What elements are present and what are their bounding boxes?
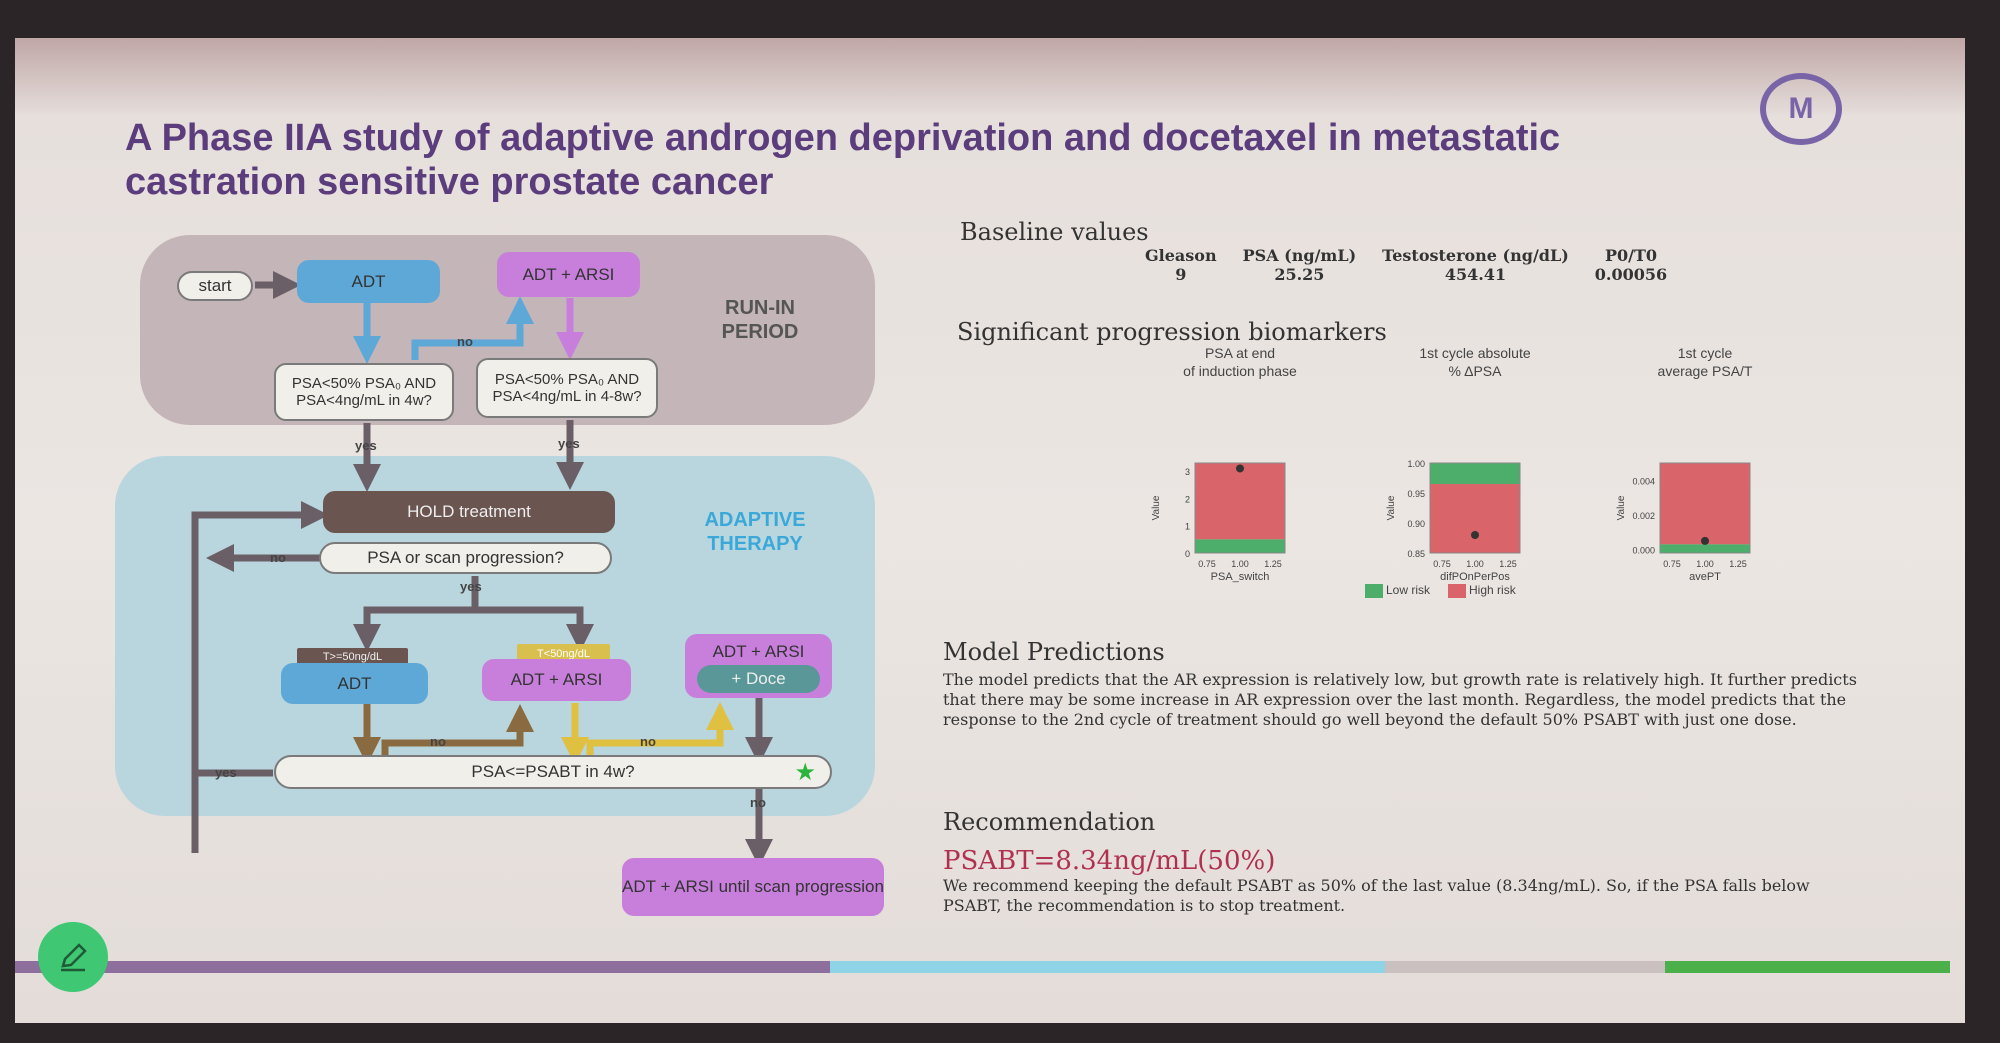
high-risk-region [1660, 463, 1750, 545]
x-tick-label: 1.25 [1499, 559, 1517, 569]
decision-4w: PSA<50% PSA₀ AND PSA<4ng/mL in 4w? [274, 363, 454, 421]
y-tick-label: 0.002 [1632, 511, 1655, 521]
x-tick-label: 1.00 [1696, 559, 1714, 569]
y-tick-label: 0.95 [1407, 489, 1425, 499]
yes-label: yes [215, 765, 237, 780]
predictions-text: The model predicts that the AR expressio… [943, 670, 1857, 729]
chart-title: 1st cycle absolute [1419, 348, 1530, 361]
star-icon: ★ [794, 758, 816, 786]
y-axis-label: Value [1386, 495, 1397, 520]
y-tick-label: 1 [1185, 522, 1190, 532]
chart-frame [1429, 462, 1521, 554]
data-point [1471, 531, 1479, 539]
footer-bar-gray [1385, 961, 1665, 973]
baseline-testosterone: Testosterone (ng/dL) 454.41 [1382, 246, 1569, 284]
footer-bar-green [1665, 961, 1950, 973]
chart-frame [1194, 462, 1286, 554]
y-tick-label: 0.000 [1632, 546, 1655, 556]
x-tick-label: 0.75 [1198, 559, 1216, 569]
logo: M [1760, 73, 1842, 145]
x-tick-label: 1.25 [1264, 559, 1282, 569]
decision-4-8w: PSA<50% PSA₀ AND PSA<4ng/mL in 4-8w? [476, 358, 658, 418]
final-treatment-node: ADT + ARSI until scan progression [622, 858, 884, 916]
slide: A Phase IIA study of adaptive androgen d… [15, 38, 1965, 1023]
x-tick-label: 1.00 [1466, 559, 1484, 569]
low-risk-region [1195, 539, 1285, 553]
low-risk-region [1660, 544, 1750, 553]
adt-node-2: ADT [281, 663, 428, 704]
recommendation-text: We recommend keeping the default PSABT a… [943, 876, 1810, 915]
y-tick-label: 0.004 [1632, 476, 1655, 486]
high-risk-region [1195, 463, 1285, 540]
legend-high-risk: High risk [1448, 583, 1516, 598]
baseline-gleason: Gleason 9 [1145, 246, 1217, 284]
chart-title: 1st cycle [1678, 348, 1733, 361]
slide-title: A Phase IIA study of adaptive androgen d… [125, 117, 1561, 203]
yes-label: yes [558, 436, 580, 451]
y-tick-label: 3 [1185, 467, 1190, 477]
edit-button[interactable] [38, 922, 108, 992]
baseline-heading: Baseline values [960, 218, 1149, 246]
start-node: start [177, 271, 253, 301]
hold-treatment-node: HOLD treatment [323, 491, 615, 533]
footer-bar-cyan [830, 961, 1385, 973]
y-axis-label: Value [1151, 495, 1162, 520]
chart-legend: Low risk High risk [1365, 583, 1516, 598]
chart-title: of induction phase [1183, 363, 1297, 379]
x-tick-label: 0.75 [1663, 559, 1681, 569]
adt-arsi-node-2: ADT + ARSI [482, 659, 631, 701]
no-label: no [270, 550, 286, 565]
footer-bar-purple [15, 961, 830, 973]
no-label: no [457, 334, 473, 349]
predictions-heading: Model Predictions [943, 638, 1165, 666]
x-axis-label: avePT [1689, 571, 1721, 583]
biomarkers-heading: Significant progression biomarkers [957, 318, 1387, 346]
progression-decision: PSA or scan progression? [319, 542, 612, 574]
chart-title: % ΔPSA [1449, 363, 1503, 379]
recommendation-value: PSABT=8.34ng/mL(50%) [943, 846, 1276, 876]
yes-label: yes [355, 438, 377, 453]
baseline-values: Gleason 9 PSA (ng/mL) 25.25 Testosterone (… [1145, 246, 1667, 284]
baseline-p0t0: P0/T0 0.00056 [1594, 246, 1668, 284]
psabt-decision: PSA<=PSABT in 4w? ★ [274, 755, 832, 789]
x-tick-label: 1.25 [1729, 559, 1747, 569]
data-point [1701, 536, 1709, 545]
recommendation-heading: Recommendation [943, 808, 1156, 836]
y-tick-label: 1.00 [1407, 459, 1425, 469]
y-axis-label: Value [1616, 495, 1627, 520]
t-low-tag: T<50ng/dL [517, 644, 610, 663]
baseline-psa: PSA (ng/mL) 25.25 [1242, 246, 1357, 284]
adaptive-therapy-label: ADAPTIVE THERAPY [704, 509, 806, 555]
chart-title: PSA at end [1205, 348, 1275, 361]
flowchart-arrows [191, 271, 773, 867]
biomarker-charts: PSA at end of induction phase 0 1 2 3 0.75 1.00… [1151, 348, 1753, 583]
y-tick-label: 0 [1185, 549, 1190, 559]
data-point [1236, 464, 1244, 473]
x-tick-label: 1.00 [1231, 559, 1249, 569]
high-risk-region [1430, 484, 1520, 553]
chart-frame [1659, 462, 1751, 554]
x-axis-label: difPOnPerPos [1440, 571, 1510, 583]
no-label: no [750, 795, 766, 810]
x-axis-label: PSA_switch [1211, 571, 1270, 583]
yes-label: yes [460, 579, 482, 594]
low-risk-region [1430, 463, 1520, 484]
t-high-tag: T>=50ng/dL [297, 648, 408, 666]
pencil-icon [61, 943, 87, 972]
y-tick-label: 0.85 [1407, 549, 1425, 559]
run-in-label: RUN-IN PERIOD [721, 297, 799, 343]
chart-title: average PSA/T [1658, 363, 1753, 379]
adt-node: ADT [297, 260, 440, 303]
adt-arsi-node: ADT + ARSI [497, 252, 640, 297]
legend-low-risk: Low risk [1365, 583, 1430, 598]
x-tick-label: 0.75 [1433, 559, 1451, 569]
no-label: no [640, 734, 656, 749]
doce-node: + Doce [697, 665, 820, 693]
no-label: no [430, 734, 446, 749]
y-tick-label: 2 [1185, 494, 1190, 504]
y-tick-label: 0.90 [1407, 519, 1425, 529]
